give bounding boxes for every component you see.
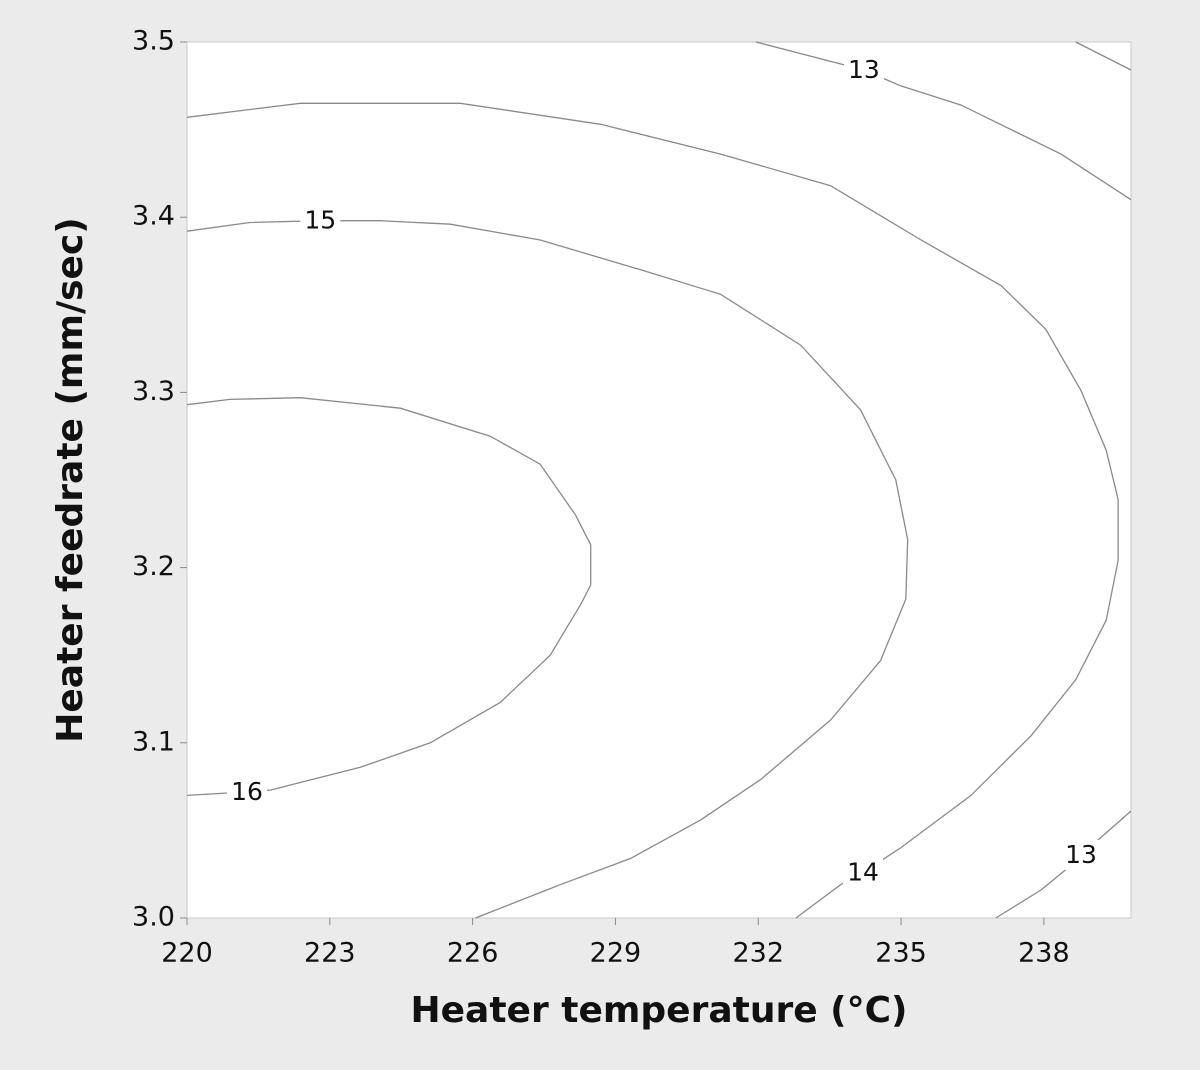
contour-line: [186, 397, 592, 797]
contour-line: [186, 220, 909, 919]
contour-label-bg: [226, 776, 267, 807]
y-tick-label: 3.0: [132, 902, 175, 933]
y-tick-label: 3.4: [132, 201, 175, 232]
contour-label: 13: [1065, 840, 1097, 869]
contour-label-bg: [842, 857, 883, 888]
x-tick-label: 223: [304, 938, 356, 969]
contour-label: 14: [847, 857, 879, 886]
y-axis-title: Heater feedrate (mm/sec): [50, 217, 91, 742]
x-axis-title: Heater temperature (°C): [411, 990, 908, 1031]
x-tick-label: 238: [1018, 938, 1070, 969]
contour-label-bg: [843, 55, 884, 86]
contour-label-bg: [1061, 839, 1102, 870]
y-tick-label: 3.2: [132, 551, 175, 582]
x-tick-label: 229: [590, 938, 642, 969]
y-tick-label: 3.1: [132, 726, 175, 757]
contour-labels: 13 13 14 15 16: [226, 55, 1102, 888]
y-tick-label: 3.5: [132, 26, 175, 57]
contour-label: 15: [304, 206, 336, 235]
x-tick-label: 226: [447, 938, 499, 969]
x-tick-label: 235: [875, 938, 927, 969]
contour-label: 16: [231, 777, 263, 806]
contour-label-bg: [300, 205, 341, 236]
y-tick-label: 3.3: [132, 376, 175, 407]
plot-area: [186, 41, 1132, 919]
contour-label: 13: [848, 55, 880, 84]
x-tick-label: 232: [732, 938, 784, 969]
x-tick-label: 220: [161, 938, 213, 969]
contour-line: [186, 102, 1119, 919]
contour-line: [1075, 41, 1132, 71]
